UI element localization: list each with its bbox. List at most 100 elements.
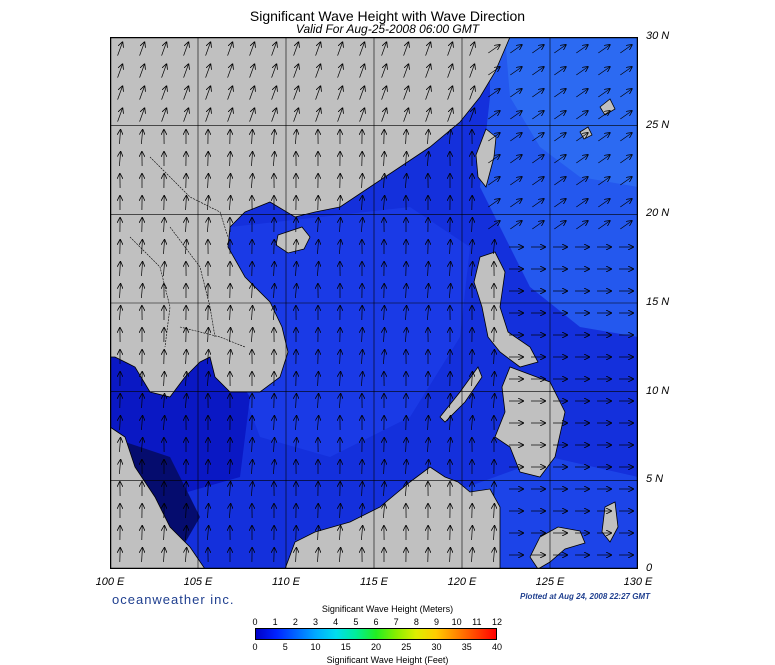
land-palawan [439, 366, 483, 423]
direction-arrow [207, 526, 208, 541]
direction-arrow [161, 86, 167, 100]
direction-arrow [383, 504, 384, 519]
direction-arrow [493, 548, 494, 563]
direction-arrow [598, 177, 609, 186]
direction-arrow [428, 416, 429, 431]
longitude-label: 125 E [535, 576, 565, 588]
direction-arrow [425, 108, 431, 122]
direction-arrow [598, 221, 609, 230]
land-malay-peninsula [110, 426, 206, 569]
direction-arrow [164, 526, 165, 541]
plotted-timestamp: Plotted at Aug 24, 2008 22:27 GMT [520, 592, 650, 601]
direction-arrow [598, 155, 609, 164]
direction-arrow [318, 526, 319, 541]
direction-arrow [598, 199, 609, 208]
direction-arrow [229, 350, 230, 365]
direction-arrow [271, 64, 277, 78]
direction-arrow [142, 416, 143, 431]
direction-arrow [318, 548, 319, 563]
direction-arrow [359, 86, 365, 100]
colorbar-meters-title: Significant Wave Height (Meters) [321, 604, 454, 614]
direction-arrow [488, 111, 499, 120]
direction-arrow [273, 306, 274, 321]
direction-arrow [532, 45, 543, 54]
direction-arrow [252, 438, 253, 453]
direction-arrow [488, 89, 499, 98]
direction-arrow [405, 482, 406, 497]
direction-arrow [205, 42, 211, 56]
colorbar-feet-tick: 20 [370, 642, 382, 652]
direction-arrow [117, 108, 123, 122]
direction-arrow [381, 108, 387, 122]
colorbar-meters-tick: 1 [272, 617, 278, 627]
direction-arrow [403, 108, 409, 122]
direction-arrow [208, 328, 209, 343]
direction-arrow [510, 45, 521, 54]
direction-arrow [362, 504, 363, 519]
direction-arrow [425, 86, 431, 100]
direction-arrow [141, 130, 142, 145]
direction-arrow [141, 284, 142, 299]
direction-arrow [406, 460, 407, 475]
direction-arrow [208, 174, 209, 189]
direction-arrow [488, 67, 499, 76]
direction-arrow [488, 155, 499, 164]
direction-arrow [384, 152, 385, 167]
direction-arrow [620, 45, 631, 54]
direction-arrow [249, 64, 255, 78]
map-title: Significant Wave Height with Wave Direct… [249, 8, 526, 24]
direction-arrow [406, 438, 407, 453]
direction-arrow [381, 86, 387, 100]
direction-arrow [337, 86, 343, 100]
direction-arrow [229, 504, 230, 519]
direction-arrow [488, 133, 499, 142]
direction-arrow [340, 350, 341, 365]
direction-arrow [161, 108, 167, 122]
colorbar-meters-tick: 2 [292, 617, 298, 627]
colorbar-meters-tick: 5 [353, 617, 359, 627]
direction-arrow [469, 42, 475, 56]
direction-arrow [337, 108, 343, 122]
direction-arrow [532, 111, 543, 120]
direction-arrow [510, 221, 521, 230]
colorbar [255, 628, 497, 640]
direction-arrow [273, 460, 274, 475]
direction-arrow [450, 548, 451, 563]
direction-arrow [620, 199, 631, 208]
direction-arrow [403, 42, 409, 56]
direction-arrow [139, 64, 145, 78]
direction-arrow [117, 86, 123, 100]
colorbar-feet-tick: 5 [282, 642, 288, 652]
direction-arrow [359, 42, 365, 56]
direction-arrow [296, 262, 297, 277]
direction-arrow [230, 152, 231, 167]
direction-arrow [252, 284, 253, 299]
direction-arrow [428, 262, 429, 277]
direction-arrow [362, 328, 363, 343]
direction-arrow [251, 482, 252, 497]
direction-arrow [469, 108, 475, 122]
direction-arrow [359, 108, 365, 122]
direction-arrow [120, 262, 121, 277]
direction-arrow [405, 328, 406, 343]
direction-arrow [315, 108, 321, 122]
direction-arrow [447, 64, 453, 78]
direction-arrow [472, 372, 473, 387]
direction-arrow [117, 64, 123, 78]
direction-arrow [230, 174, 231, 189]
direction-arrow [576, 221, 587, 230]
direction-arrow [428, 284, 429, 299]
direction-arrow [163, 262, 164, 277]
direction-arrow [381, 64, 387, 78]
direction-arrow [207, 372, 208, 387]
direction-arrow [510, 89, 521, 98]
direction-arrow [532, 67, 543, 76]
direction-arrow [554, 177, 565, 186]
direction-arrow [120, 284, 121, 299]
colorbar-meters-tick: 0 [252, 617, 258, 627]
direction-arrow [554, 89, 565, 98]
direction-arrow [120, 130, 121, 145]
direction-arrow [576, 177, 587, 186]
direction-arrow [532, 155, 543, 164]
direction-arrow [576, 45, 587, 54]
